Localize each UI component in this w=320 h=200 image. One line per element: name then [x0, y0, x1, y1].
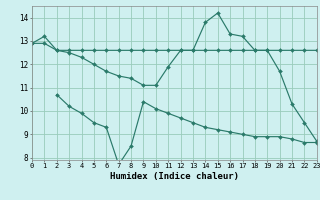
X-axis label: Humidex (Indice chaleur): Humidex (Indice chaleur) [110, 172, 239, 181]
